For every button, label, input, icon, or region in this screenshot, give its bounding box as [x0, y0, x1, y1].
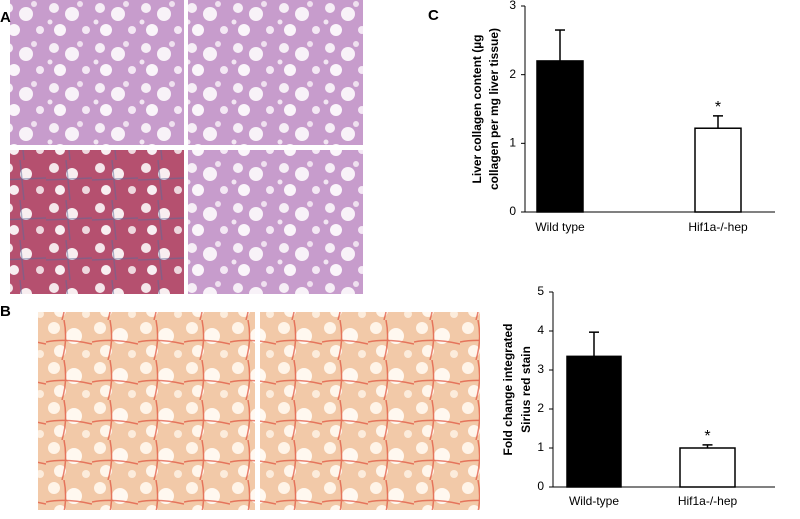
- x-tick-label: Hif1a-/-hep: [678, 494, 738, 508]
- y-tick-label: 0: [537, 479, 544, 493]
- y-tick-label: 2: [537, 401, 544, 415]
- panel-label: A: [0, 9, 11, 26]
- bar: [536, 60, 584, 213]
- y-axis-label: Liver collagen content (µg: [470, 35, 484, 184]
- y-tick-label: 3: [509, 0, 516, 12]
- micrograph: [188, 0, 363, 145]
- micrograph: [10, 0, 184, 145]
- y-axis-label: Sirius red stain: [519, 346, 533, 433]
- bar: [566, 355, 622, 488]
- x-tick-label: Hif1a-/-hep: [688, 220, 748, 234]
- micrograph: [10, 150, 184, 294]
- panel-label: B: [0, 303, 11, 320]
- y-tick-label: 2: [509, 67, 516, 81]
- y-tick-label: 0: [509, 204, 516, 218]
- y-tick-label: 4: [537, 323, 544, 337]
- y-tick-label: 1: [509, 136, 516, 150]
- y-tick-label: 1: [537, 440, 544, 454]
- y-axis-label: collagen per mg liver tissue): [487, 28, 501, 190]
- significance-mark: *: [704, 428, 710, 445]
- y-tick-label: 3: [537, 362, 544, 376]
- panel-label: C: [428, 7, 439, 24]
- y-axis-label: Fold change integrated: [501, 323, 515, 455]
- bar: [694, 127, 742, 213]
- bar: [679, 447, 736, 488]
- x-tick-label: Wild type: [535, 220, 585, 234]
- x-tick-label: Wild-type: [569, 494, 619, 508]
- micrograph: [188, 150, 363, 294]
- y-tick-label: 5: [537, 284, 544, 298]
- micrograph: [260, 312, 480, 510]
- micrograph: [38, 312, 255, 510]
- significance-mark: *: [715, 99, 721, 116]
